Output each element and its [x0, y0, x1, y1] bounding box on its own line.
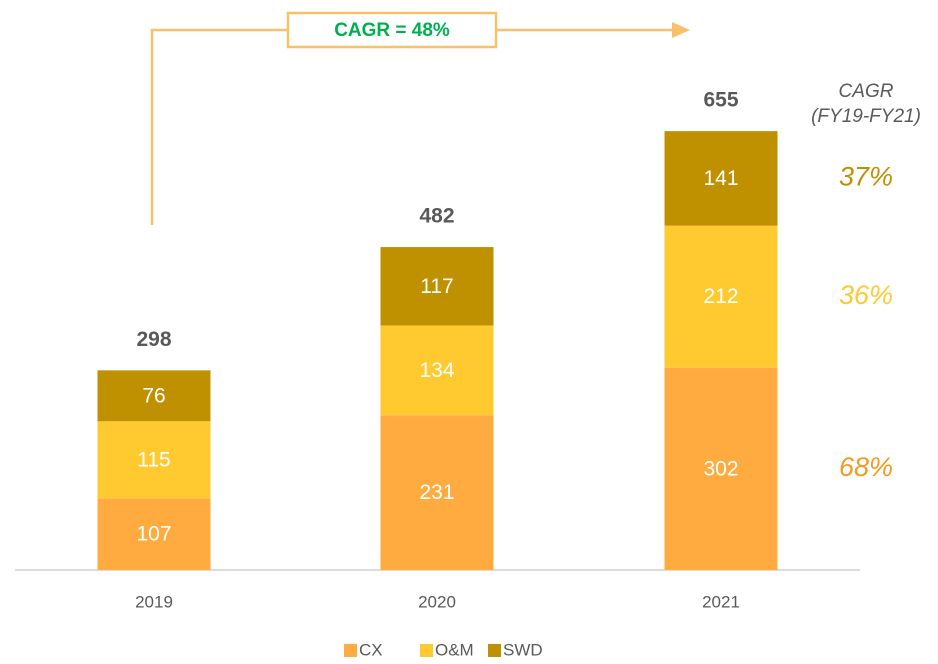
bar-segment — [97, 370, 211, 422]
bar-segment — [97, 421, 211, 499]
x-tick-label: 2019 — [135, 592, 173, 611]
series-cagr: 68% — [839, 452, 893, 482]
bar-segment — [97, 498, 211, 570]
segment-label: 141 — [703, 167, 738, 190]
total-label: 482 — [419, 205, 454, 228]
legend-swatch — [488, 644, 501, 657]
legend-swatch — [420, 644, 433, 657]
bar-segment — [664, 225, 778, 368]
total-label: 655 — [703, 89, 738, 112]
bar-segment — [380, 325, 494, 416]
series-cagr: 37% — [839, 162, 893, 192]
cagr-subtitle: (FY19-FY21) — [811, 106, 921, 127]
cagr-box — [286, 11, 498, 49]
legend-label: SWD — [503, 640, 543, 659]
legend-label: O&M — [435, 640, 474, 659]
legend-swatch — [344, 644, 357, 657]
cagr-title: CAGR — [839, 81, 894, 102]
series-cagr: 36% — [839, 280, 893, 310]
arrow-head — [672, 22, 690, 38]
segment-label: 117 — [420, 275, 453, 298]
segment-label: 212 — [703, 285, 738, 308]
segment-label: 231 — [419, 481, 454, 504]
total-label: 298 — [136, 328, 171, 351]
segment-label: 115 — [137, 448, 170, 471]
bar-segment — [664, 131, 778, 226]
bar-segment — [380, 415, 494, 570]
bar-segment — [664, 367, 778, 570]
segment-label: 302 — [703, 457, 738, 480]
x-tick-label: 2020 — [418, 592, 456, 611]
segment-label: 107 — [136, 523, 171, 546]
segment-label: 76 — [142, 384, 165, 407]
cagr-arrow — [150, 28, 672, 225]
segment-label: 134 — [419, 359, 454, 382]
legend-label: CX — [359, 640, 383, 659]
cagr-annotation: CAGR = 48% — [334, 20, 450, 41]
x-tick-label: 2021 — [702, 592, 740, 611]
bar-segment — [380, 247, 494, 326]
